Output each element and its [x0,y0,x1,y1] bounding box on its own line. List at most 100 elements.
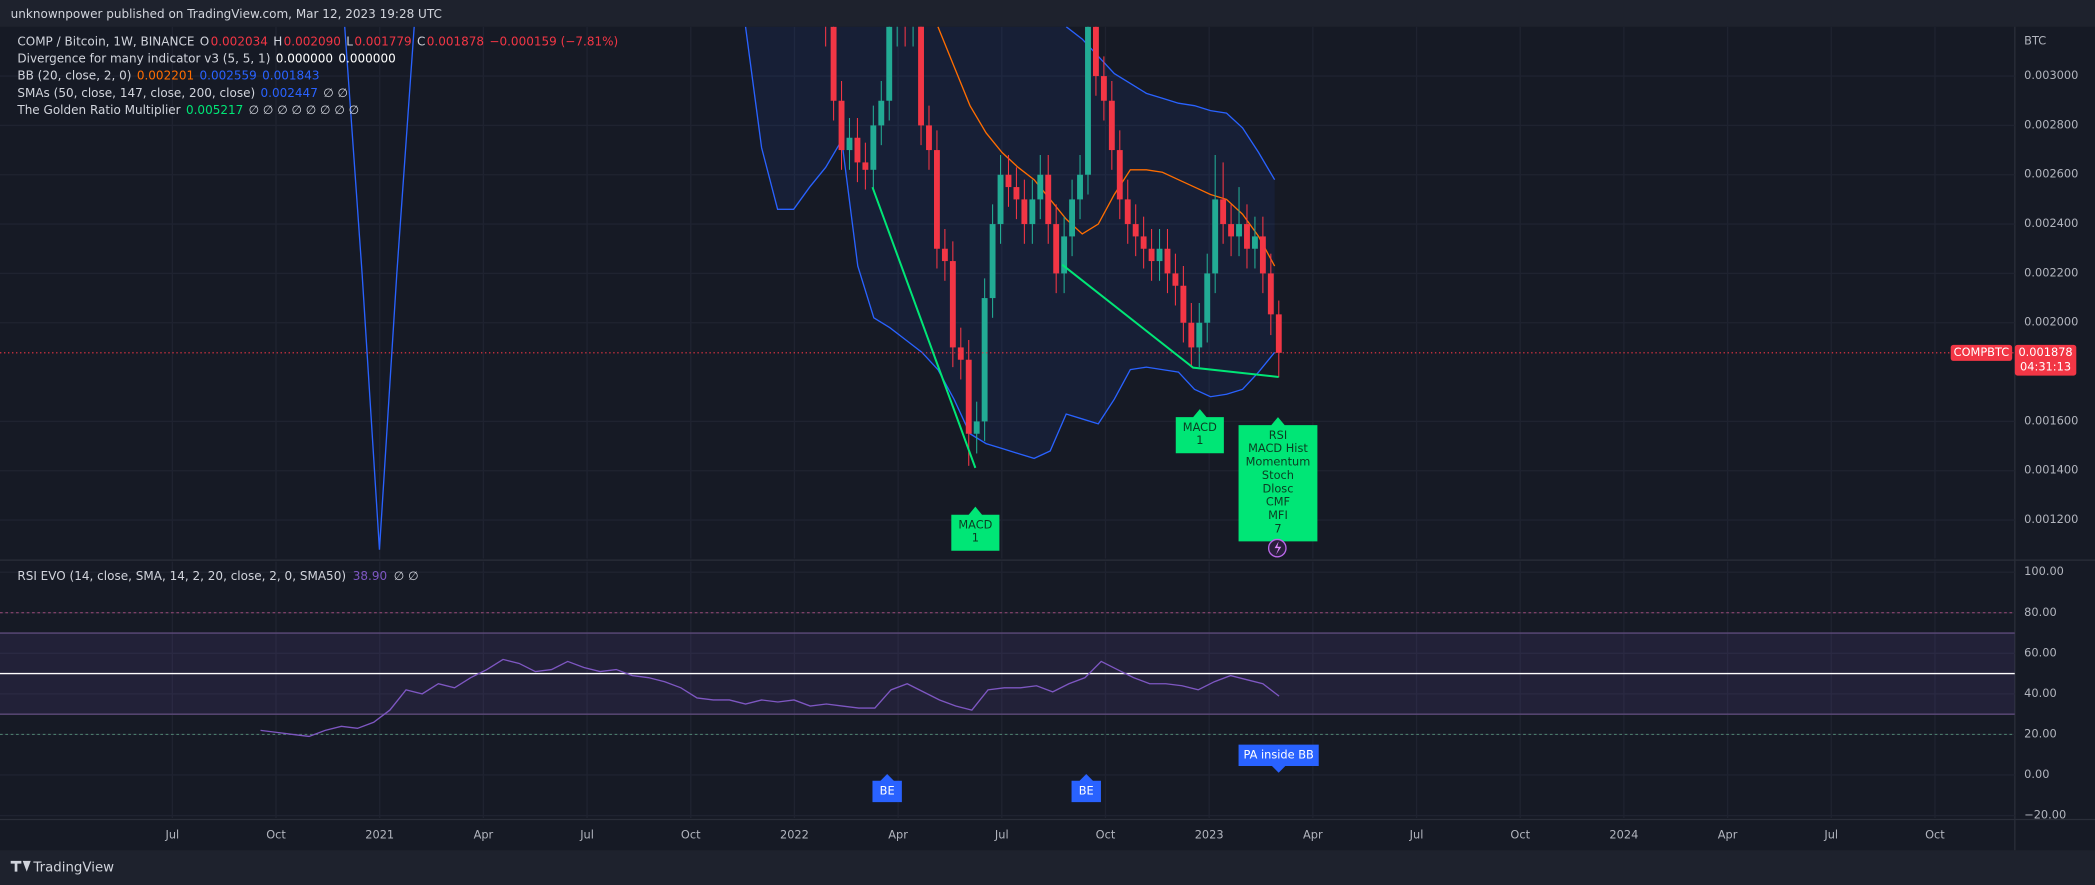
legend-item: The Golden Ratio Multiplier [16,102,180,116]
legend-row: The Golden Ratio Multiplier 0.005217 ∅ ∅ ∅… [16,102,359,116]
legend-item: BB (20, close, 2, 0) [17,68,131,82]
legend-item: L [346,34,353,48]
candle-body [1140,236,1147,249]
signal-label-bg [951,506,1000,551]
rsi-tick-label: 40.00 [2024,686,2057,700]
rsi-signal-bg [1238,744,1319,773]
x-tick-label: 2023 [1195,828,1224,842]
legend-item: 0.002559 [199,68,256,82]
candle-body [1220,199,1227,225]
footer-bar [0,850,2095,885]
candle-body [1244,224,1250,249]
trendline [871,186,977,469]
candle-body [1132,224,1139,237]
rsi-signal-label: BE [880,783,895,797]
bb-upper [1065,26,1276,181]
bb-fill [745,26,1275,459]
signal-label: Stoch [1262,468,1294,482]
signal-label: MACD [1183,420,1217,434]
x-tick-label: Jul [1823,828,1838,842]
candle-body [894,26,901,27]
candle-body [886,26,893,101]
y-tick-label: 0.002800 [2024,117,2078,131]
candle-body [1156,248,1163,262]
legend-item: 0.002447 [261,85,318,99]
rsi-tick-label: 0.00 [2024,767,2049,781]
candle-body [989,224,996,299]
rsi-tick-label: 80.00 [2024,605,2057,619]
x-tick-label: Jul [994,828,1009,842]
bb-basis [937,26,1276,267]
candle-body [1124,199,1131,225]
x-tick-label: Apr [1718,828,1738,842]
candle-body [941,248,948,262]
signal-label: 1 [1196,433,1203,447]
candle-body [1251,236,1258,249]
legend-item: ∅ ∅ [323,85,348,99]
rsi-tick-label: 100.00 [2024,564,2064,578]
x-tick-label: Oct [266,828,286,842]
candle-body [1148,248,1155,262]
y-tick-label: 0.003000 [2024,68,2078,82]
y-tick-label: 0.001600 [2024,413,2078,427]
signal-label: MFI [1268,508,1288,522]
signal-label: CMF [1266,495,1290,509]
x-tick-label: 2021 [365,828,394,842]
y-tick-label: 0.001200 [2024,512,2078,526]
x-tick-label: Apr [1303,828,1323,842]
candle-body [973,421,980,434]
candle-body [1172,273,1179,286]
x-tick-label: Oct [681,828,701,842]
rsi-pane [0,561,2015,819]
candle-body [1164,248,1171,274]
legend-row: SMAs (50, close, 147, close, 200, close)… [17,85,348,99]
candle-body [997,174,1004,225]
candle-body [1085,26,1091,175]
rsi-legend-value: 38.90 [353,569,387,583]
x-tick-label: Jul [579,828,594,842]
candle-body [1069,199,1076,237]
candle-body [1212,199,1219,274]
candle-body [1061,236,1068,274]
legend-item: 0.001779 [354,34,411,48]
legend-item: ∅ ∅ ∅ ∅ ∅ ∅ ∅ ∅ [249,102,359,116]
legend-item: H [273,34,282,48]
rsi-legend: RSI EVO (14, close, SMA, 14, 2, 20, clos… [17,569,418,583]
legend-item: C [417,34,425,48]
rsi-tick-label: −20.00 [2024,808,2066,822]
legend-item: 0.000000 [276,51,333,65]
legend-item: 0.000000 [338,51,395,65]
candle-body [1029,199,1036,225]
legend-item: Divergence for many indicator v3 (5, 5, … [17,51,270,65]
candle-body [1013,187,1020,200]
legend-item: O [200,34,209,48]
candle-body [1005,174,1012,188]
x-tick-label: Apr [474,828,494,842]
y-tick-label: 0.001400 [2024,463,2078,477]
unit-label: BTC [2024,33,2046,47]
candle-body [1228,224,1235,237]
candle-body [1267,273,1274,315]
symbol-tag [1950,344,2013,361]
rsi-tick-label: 20.00 [2024,726,2057,740]
x-tick-label: 2024 [1609,828,1638,842]
rsi-line [260,658,1280,738]
legend-item: 0.002090 [284,34,341,48]
x-tick-label: Oct [1510,828,1530,842]
y-tick-label: 0.002000 [2024,315,2078,329]
candle-body [910,26,917,27]
x-tick-label: Oct [1925,828,1945,842]
candle-body [1196,322,1203,348]
candle-body [926,125,932,151]
rsi-legend-extra: ∅ ∅ [394,569,419,583]
legend-row: BB (20, close, 2, 0) 0.002201 0.002559 0.00… [17,68,319,82]
candle-body [1236,224,1242,237]
legend-item: 0.001878 [427,34,484,48]
price-pane [0,26,2015,559]
legend-item: −0.000159 (−7.81%) [489,34,618,48]
candle-body [933,150,940,249]
candle-body [1021,199,1028,225]
candle-body [1092,26,1099,77]
